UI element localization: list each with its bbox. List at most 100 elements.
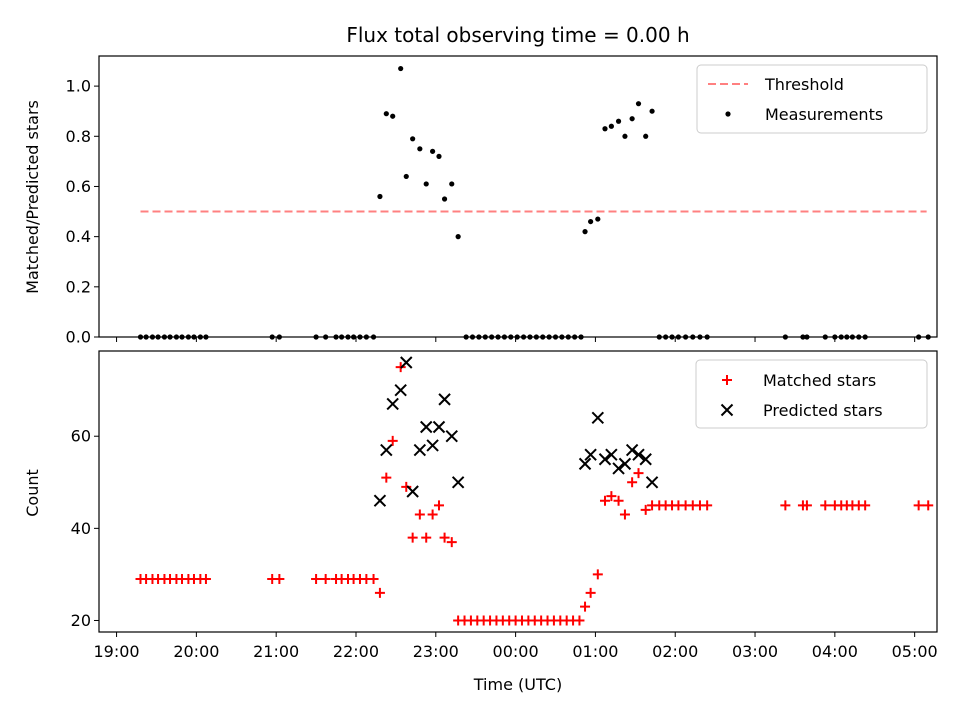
measurement-point <box>476 334 482 340</box>
measurement-point <box>595 216 601 222</box>
predicted-star-point <box>445 430 458 443</box>
measurement-point <box>357 334 363 340</box>
measurement-point <box>559 334 565 340</box>
measurement-point <box>635 101 642 107</box>
measurement-point <box>173 334 180 340</box>
matched-star-point <box>820 500 831 511</box>
measurement-point <box>704 334 710 340</box>
legend-predicted-label: Predicted stars <box>763 401 883 420</box>
measurement-point <box>804 334 810 340</box>
measurement-point <box>615 118 622 124</box>
measurement-point <box>629 116 635 122</box>
matched-star-point <box>592 569 603 580</box>
measurement-point <box>540 334 546 340</box>
legend-box <box>696 64 928 134</box>
legend-box <box>695 359 928 429</box>
matched-star-point <box>599 495 610 506</box>
legend-matched-swatch <box>722 375 732 385</box>
y-tick-label: 0.8 <box>66 127 91 146</box>
top-legend: Threshold Measurements <box>696 64 928 134</box>
measurement-point <box>463 334 469 340</box>
predicted-star-point <box>380 443 393 457</box>
matched-star-point <box>627 477 638 488</box>
matched-star-point <box>606 491 617 502</box>
measurement-point <box>449 181 455 187</box>
measurement-point <box>844 334 850 340</box>
predicted-star-point <box>413 443 427 457</box>
measurement-point <box>430 148 436 154</box>
measurement-point <box>276 334 282 340</box>
measurement-point <box>333 334 339 340</box>
predicted-star-point <box>394 383 407 397</box>
predicted-star-point <box>598 453 612 466</box>
measurement-point <box>622 133 628 139</box>
predicted-star-point <box>632 448 645 461</box>
measurement-point <box>495 334 501 340</box>
measurement-point <box>383 111 389 117</box>
measurement-point <box>856 334 862 340</box>
matched-star-point <box>923 500 934 511</box>
matched-star-point <box>414 509 425 520</box>
measurement-point <box>155 334 161 340</box>
matched-star-point <box>640 504 651 515</box>
predicted-star-point <box>618 457 632 471</box>
matched-star-point <box>446 537 457 548</box>
matched-star-point <box>633 468 644 479</box>
predicted-star-point <box>578 457 592 471</box>
measurement-point <box>822 334 828 340</box>
matched-star-point <box>613 495 624 506</box>
predicted-star-point <box>584 448 597 461</box>
matched-star-point <box>387 435 398 446</box>
measurement-point <box>649 108 655 114</box>
measurement-point <box>690 334 696 340</box>
matched-star-point <box>374 587 385 598</box>
measurement-point <box>482 334 488 340</box>
measurement-point <box>323 334 329 340</box>
measurement-point <box>838 334 844 340</box>
measurement-point <box>582 229 588 235</box>
y-tick-label: 60 <box>71 427 91 446</box>
matched-star-point <box>585 587 596 598</box>
measurement-point <box>161 334 168 340</box>
measurement-point <box>675 334 682 340</box>
measurement-point <box>608 123 614 129</box>
x-tick-label: 23:00 <box>413 642 459 661</box>
measurement-point <box>489 334 495 340</box>
measurement-point <box>398 65 404 72</box>
measurement-point <box>191 334 197 340</box>
measurement-point <box>143 334 149 340</box>
predicted-star-point <box>373 494 387 507</box>
measurement-point <box>436 153 442 159</box>
measurement-point <box>469 334 476 340</box>
predicted-star-point <box>420 420 433 434</box>
measurement-point <box>350 334 357 340</box>
predicted-star-point <box>438 393 451 406</box>
measurement-point <box>508 334 514 340</box>
chart-title: Flux total observing time = 0.00 h <box>346 23 689 47</box>
bottom-y-axis-label: Count <box>23 469 42 517</box>
measurement-point <box>663 334 669 340</box>
legend-measurement-label: Measurements <box>765 105 883 124</box>
measurement-point <box>800 334 806 340</box>
measurement-point <box>137 334 144 340</box>
measurement-point <box>203 334 209 340</box>
matched-star-point <box>311 574 322 585</box>
x-tick-label: 02:00 <box>652 642 698 661</box>
y-tick-label: 0.4 <box>66 227 91 246</box>
predicted-star-point <box>645 476 659 489</box>
measurement-point <box>345 334 351 340</box>
measurement-point <box>849 334 856 340</box>
legend-predicted-swatch <box>720 403 734 417</box>
bottom-panel: 20 40 60 19:00 20:00 21:00 22:00 23:00 00:00 01:0… <box>71 350 938 661</box>
measurement-point <box>925 334 931 340</box>
measurement-point <box>669 334 675 340</box>
y-tick-label: 0.0 <box>66 328 91 347</box>
measurement-point <box>832 334 838 340</box>
matched-star-point <box>381 472 392 483</box>
measurement-point <box>185 334 191 340</box>
x-tick-label: 00:00 <box>493 642 539 661</box>
measurement-point <box>423 181 429 187</box>
matched-star-point <box>421 532 432 543</box>
top-panel: 0.0 0.2 0.4 0.6 0.8 1.0 Threshold Measurements <box>66 55 938 347</box>
measurement-point <box>377 193 383 200</box>
